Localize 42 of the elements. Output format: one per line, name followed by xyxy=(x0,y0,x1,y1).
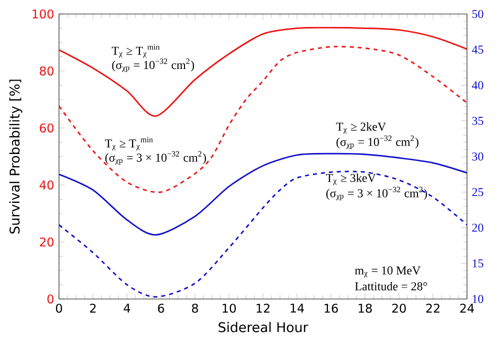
y2-tick-label: 20 xyxy=(472,224,484,232)
x-tick-label: 6 xyxy=(158,304,164,313)
annotation: (σ$_{χp}$ = 10$^{−32}$ cm$^{2}$) xyxy=(112,58,194,72)
y2-tick-label: 25 xyxy=(472,188,484,196)
y-tick-label: 20 xyxy=(40,237,54,247)
y-tick-label: 0 xyxy=(47,294,54,304)
x-tick-label: 2 xyxy=(90,304,96,313)
x-tick-label: 8 xyxy=(192,304,198,313)
y2-tick-label: 35 xyxy=(472,116,484,125)
y2-tick-label: 50 xyxy=(472,10,484,18)
y-axis-title: Survival Probability [%] xyxy=(9,80,22,234)
y2-tick-label: 30 xyxy=(472,152,484,161)
line-series xyxy=(59,152,467,236)
annotation: T$_{χ}$ ≥ T$_{χ}$min xyxy=(105,136,153,150)
annotation: Lattitude = 28° xyxy=(355,282,428,290)
annotation: T$_{χ}$ ≥ 3keV xyxy=(326,174,376,185)
annotation: (σ$_{χp}$ = 10$^{−32}$ cm$^{2}$) xyxy=(336,136,418,149)
y2-tick-label: 45 xyxy=(472,46,484,54)
y-tick-label: 60 xyxy=(40,123,54,133)
x-tick-label: 18 xyxy=(358,304,372,313)
x-tick-label: 24 xyxy=(460,304,474,313)
x-tick-label: 4 xyxy=(124,304,130,312)
x-tick-label: 16 xyxy=(324,304,338,313)
x-tick-label: 14 xyxy=(290,304,304,312)
y2-tick-label: 15 xyxy=(472,259,484,268)
annotation: T$_{χ}$ ≥ 2keV xyxy=(336,122,386,134)
x-tick-label: 0 xyxy=(56,304,62,313)
x-axis-title: Sidereal Hour xyxy=(218,322,308,332)
annotation: T$_{χ}$ ≥ T$_{χ}$min xyxy=(112,44,160,58)
y-tick-label: 40 xyxy=(40,180,54,190)
y-tick-label: 100 xyxy=(32,9,54,19)
y2-tick-label: 10 xyxy=(472,294,484,304)
annotation: m$_{χ}$ = 10 MeV xyxy=(354,266,421,278)
x-tick-label: 10 xyxy=(222,304,236,313)
annotation: (σ$_{χp}$ = 3 × 10$^{−32}$ cm$^{2}$) xyxy=(105,151,206,165)
y2-tick-label: 40 xyxy=(472,81,484,90)
x-tick-label: 12 xyxy=(256,304,270,313)
y-tick-label: 80 xyxy=(40,66,54,76)
x-tick-label: 22 xyxy=(426,304,440,313)
x-tick-label: 20 xyxy=(392,304,406,313)
annotation: (σ$_{χp}$ = 3 × 10$^{−32}$ cm$^{2}$) xyxy=(326,186,427,200)
line-series xyxy=(59,26,467,117)
